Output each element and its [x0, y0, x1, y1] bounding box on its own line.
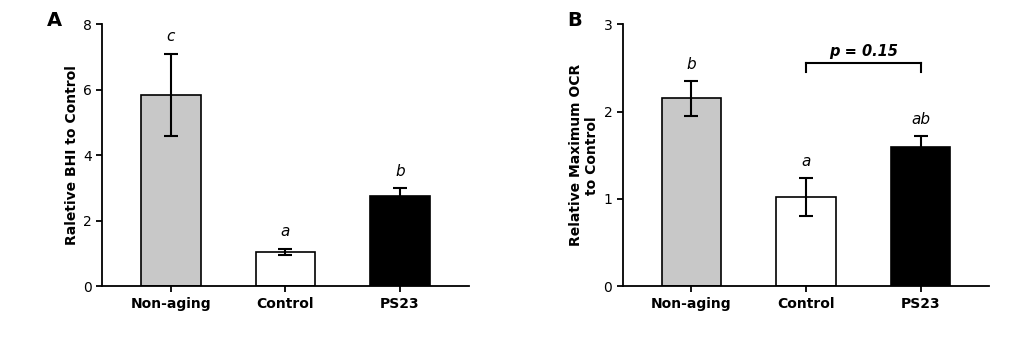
- Text: p = 0.15: p = 0.15: [828, 44, 897, 59]
- Text: c: c: [166, 29, 175, 45]
- Bar: [775, 197, 835, 286]
- Text: ab: ab: [910, 112, 929, 127]
- Text: b: b: [686, 57, 696, 72]
- Text: A: A: [47, 11, 62, 30]
- Text: a: a: [801, 154, 810, 169]
- Text: b: b: [394, 164, 405, 179]
- Bar: [890, 147, 950, 286]
- Bar: [141, 95, 201, 286]
- Bar: [256, 252, 315, 286]
- Text: a: a: [280, 225, 289, 239]
- Y-axis label: Raletive BHI to Control: Raletive BHI to Control: [64, 65, 78, 245]
- Y-axis label: Relative Maximum OCR
to Control: Relative Maximum OCR to Control: [569, 64, 598, 246]
- Text: B: B: [568, 11, 582, 30]
- Bar: [661, 98, 720, 286]
- Bar: [370, 196, 429, 286]
